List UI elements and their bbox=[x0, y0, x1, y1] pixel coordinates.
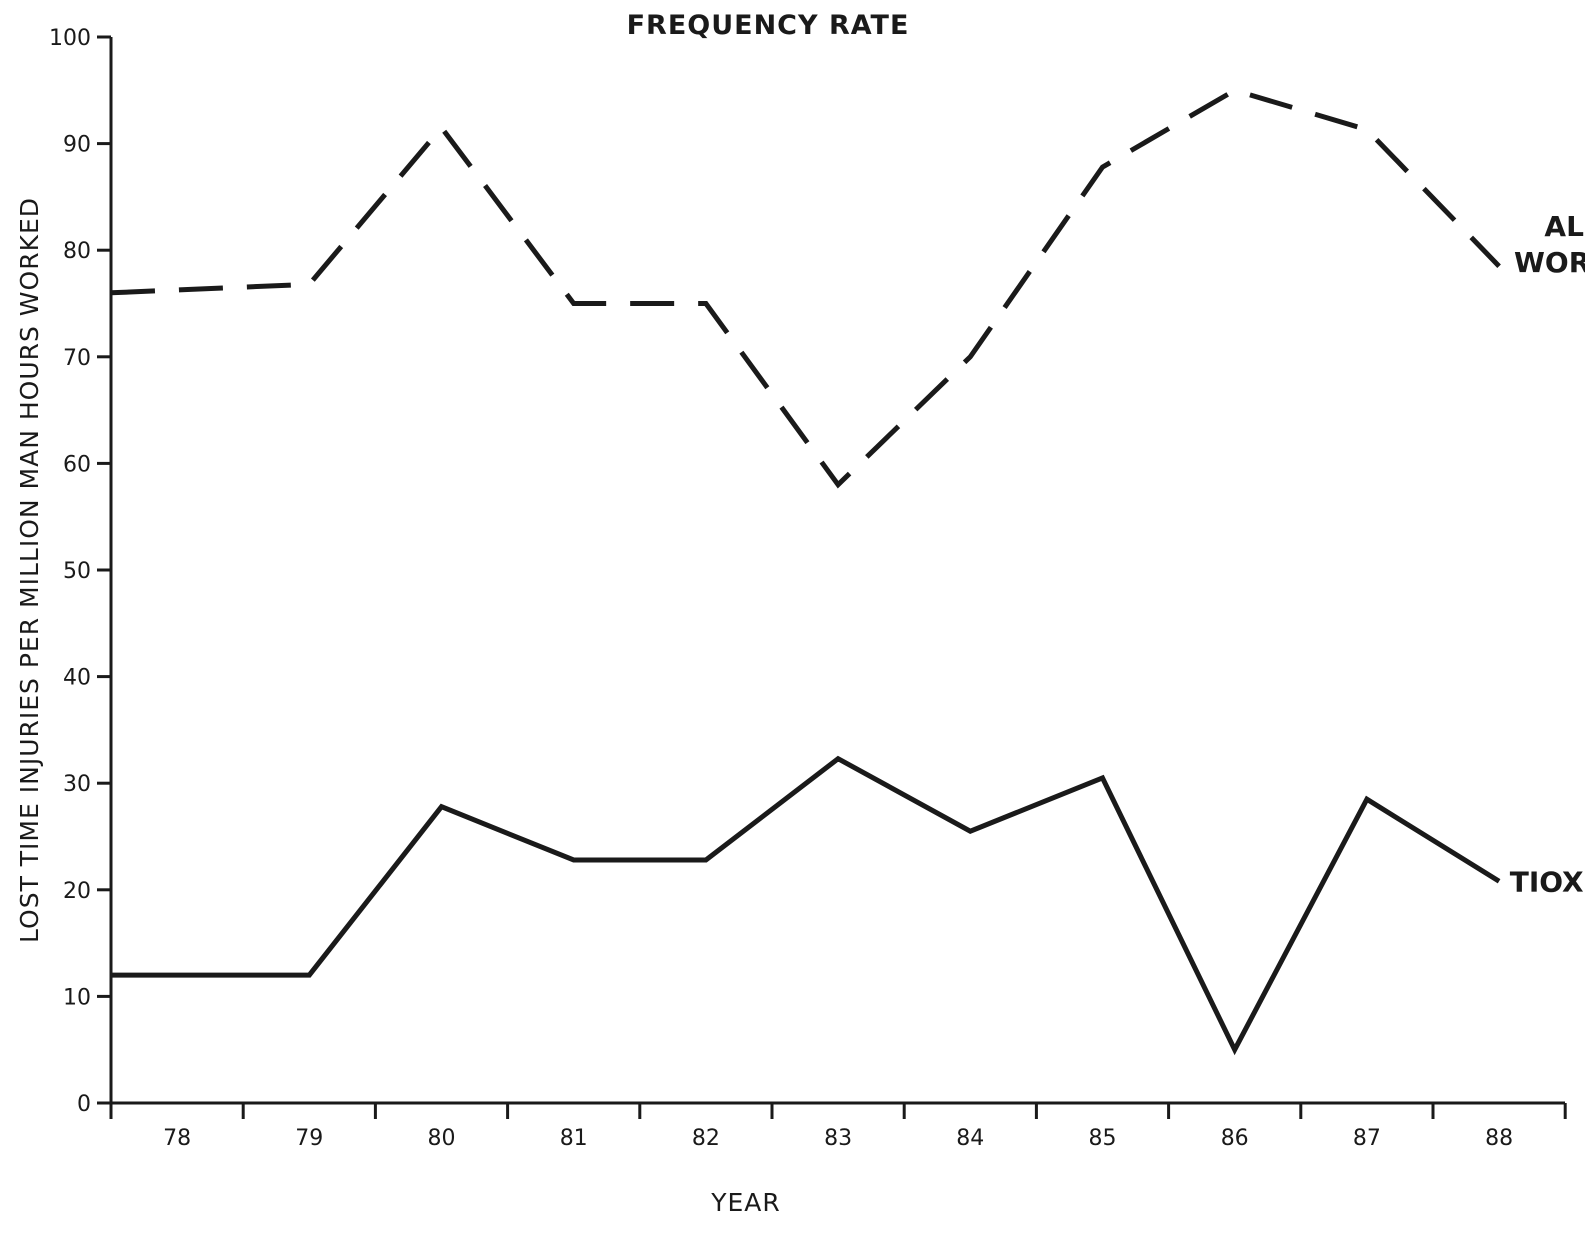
x-tick-label: 81 bbox=[560, 1126, 588, 1151]
y-tick-label: 60 bbox=[63, 452, 91, 477]
x-tick-label: 84 bbox=[956, 1126, 984, 1151]
series-line-tioxide bbox=[111, 755, 1501, 1056]
y-tick-label: 70 bbox=[63, 346, 91, 371]
y-tick-label: 80 bbox=[63, 239, 91, 264]
y-tick-label: 100 bbox=[49, 26, 91, 51]
series-label-line: WORKS bbox=[1514, 246, 1585, 279]
y-tick-label: 20 bbox=[63, 879, 91, 904]
x-tick-label: 87 bbox=[1353, 1126, 1381, 1151]
x-axis-label: YEAR bbox=[710, 1188, 781, 1217]
x-ticks: 78 79 80 81 82 83 84 85 86 87 88 bbox=[109, 1103, 1567, 1151]
axes bbox=[109, 37, 1565, 1105]
y-tick-label: 40 bbox=[63, 666, 91, 691]
y-ticks: 0 10 20 30 40 50 60 70 80 90 100 bbox=[49, 26, 111, 1117]
series-label-all-works: ALLWORKS bbox=[1514, 210, 1585, 279]
y-tick-label: 50 bbox=[63, 559, 91, 584]
x-tick-label: 83 bbox=[824, 1126, 852, 1151]
y-tick-label: 0 bbox=[77, 1092, 91, 1117]
series-line-all-works bbox=[110, 87, 1501, 489]
y-tick-label: 10 bbox=[63, 985, 91, 1010]
x-tick-label: 80 bbox=[428, 1126, 456, 1151]
series-label-line: ALL bbox=[1544, 210, 1585, 243]
x-tick-label: 85 bbox=[1089, 1126, 1117, 1151]
x-tick-label: 82 bbox=[692, 1126, 720, 1151]
y-tick-label: 30 bbox=[63, 772, 91, 797]
series-labels: ALLWORKS TIOXIDE bbox=[1510, 210, 1585, 898]
x-tick-label: 88 bbox=[1485, 1126, 1513, 1151]
x-tick-label: 78 bbox=[163, 1126, 191, 1151]
series-layer bbox=[110, 87, 1501, 1056]
chart-title: FREQUENCY RATE bbox=[627, 10, 910, 41]
series-label-tioxide: TIOXIDE bbox=[1510, 865, 1585, 898]
x-tick-label: 79 bbox=[295, 1126, 323, 1151]
x-tick-label: 86 bbox=[1221, 1126, 1249, 1151]
y-axis-label: LOST TIME INJURIES PER MILLION MAN HOURS… bbox=[15, 197, 44, 943]
series-label-line: TIOXIDE bbox=[1510, 865, 1585, 898]
y-tick-label: 90 bbox=[63, 133, 91, 158]
